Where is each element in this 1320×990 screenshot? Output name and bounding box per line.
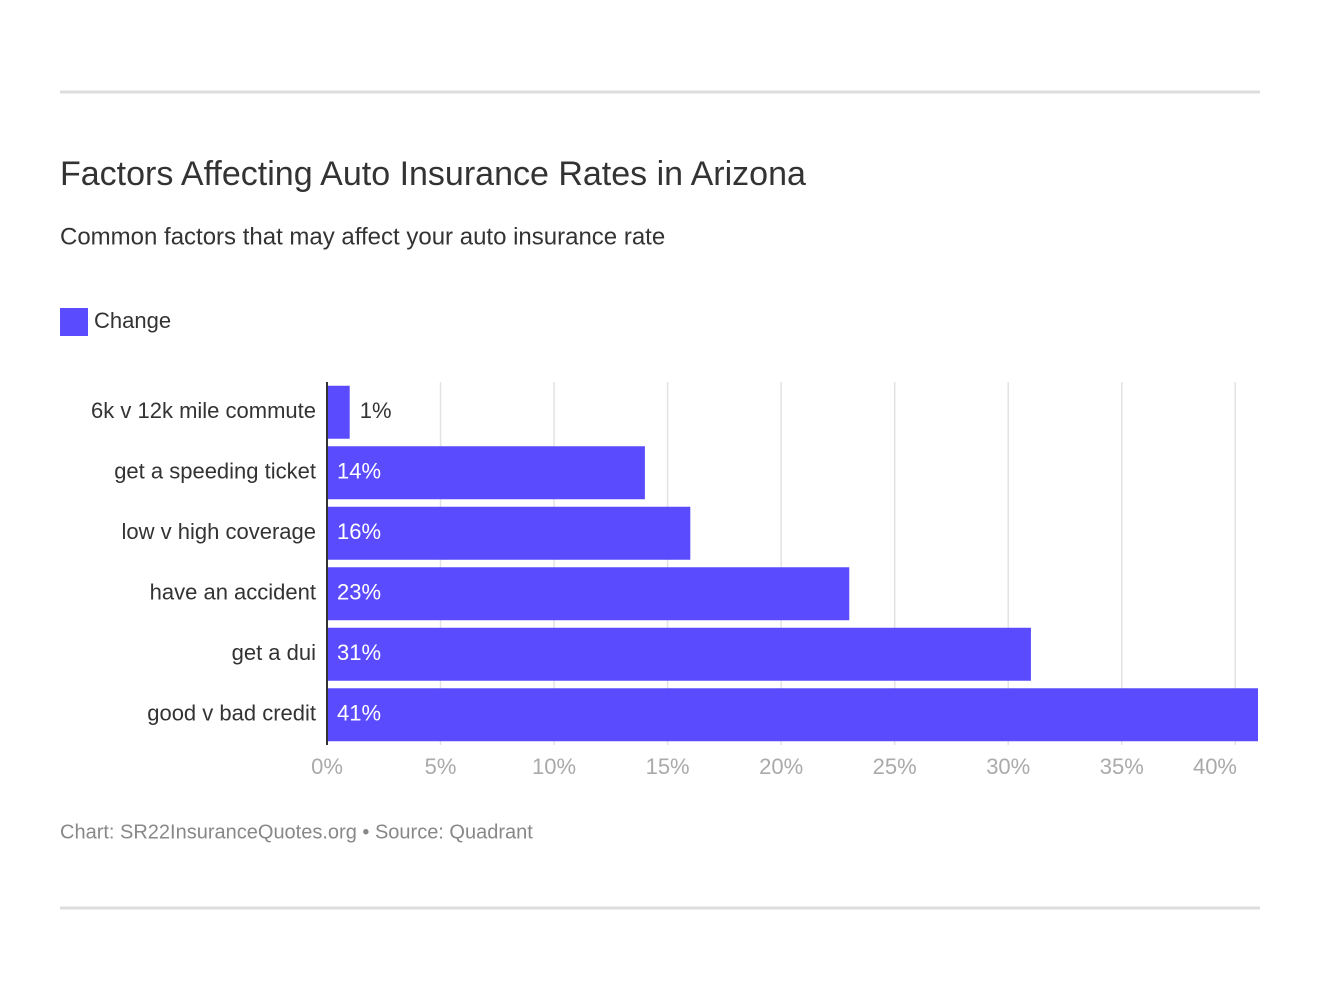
y-tick-label: get a speeding ticket: [114, 459, 316, 484]
chart-subtitle: Common factors that may affect your auto…: [60, 223, 665, 250]
value-label: 1%: [360, 398, 392, 423]
value-label: 31%: [337, 640, 381, 665]
y-tick-label: good v bad credit: [147, 701, 316, 726]
y-tick-label: 6k v 12k mile commute: [91, 398, 316, 423]
chart-title: Factors Affecting Auto Insurance Rates i…: [60, 155, 806, 193]
legend-label: Change: [94, 308, 171, 333]
x-tick-label: 35%: [1100, 754, 1144, 779]
bar: [327, 688, 1258, 742]
y-tick-label: get a dui: [232, 640, 316, 665]
y-tick-label: have an accident: [150, 580, 316, 605]
bar: [327, 506, 691, 560]
x-tick-label: 15%: [646, 754, 690, 779]
y-tick-label: low v high coverage: [122, 519, 316, 544]
bar: [327, 567, 850, 621]
bar: [327, 627, 1031, 681]
bar: [327, 385, 350, 439]
x-tick-label: 40%: [1193, 754, 1237, 779]
x-tick-label: 10%: [532, 754, 576, 779]
source-note: Chart: SR22InsuranceQuotes.org • Source:…: [60, 821, 533, 843]
x-tick-label: 0%: [311, 754, 343, 779]
value-label: 41%: [337, 701, 381, 726]
x-tick-label: 25%: [873, 754, 917, 779]
x-tick-label: 5%: [425, 754, 457, 779]
x-tick-label: 20%: [759, 754, 803, 779]
value-label: 14%: [337, 459, 381, 484]
x-tick-label: 30%: [986, 754, 1030, 779]
value-label: 23%: [337, 580, 381, 605]
bar: [327, 446, 645, 500]
legend-swatch: [60, 308, 88, 336]
value-label: 16%: [337, 519, 381, 544]
